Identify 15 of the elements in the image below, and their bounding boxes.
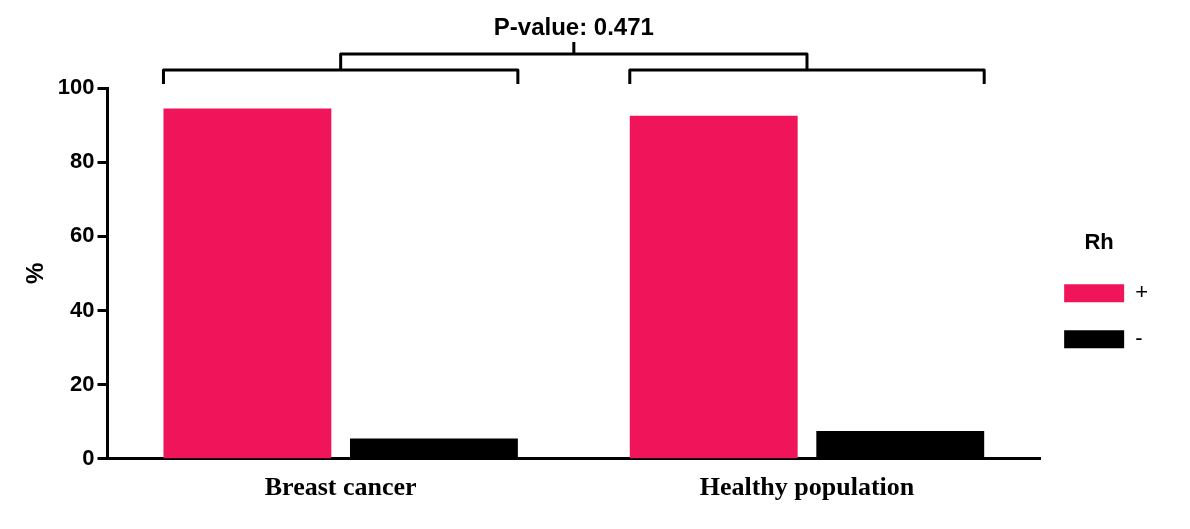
y-axis-title: % <box>21 262 49 285</box>
legend-title: Rh <box>1084 228 1114 254</box>
y-tick-label: 0 <box>82 444 95 470</box>
y-tick-label: 20 <box>70 370 95 396</box>
x-tick-label: Healthy population <box>699 472 915 502</box>
y-tick-label: 100 <box>57 74 95 100</box>
x-tick-label: Breast cancer <box>264 472 417 502</box>
y-tick-label: 80 <box>70 148 95 174</box>
legend-label: - <box>1135 325 1143 351</box>
y-tick-label: 40 <box>70 296 95 322</box>
bar <box>163 108 332 459</box>
bar <box>629 115 798 459</box>
text: P-value: 0.471 <box>493 12 654 40</box>
legend-label: + <box>1135 279 1149 305</box>
y-tick-label: 60 <box>70 222 95 248</box>
